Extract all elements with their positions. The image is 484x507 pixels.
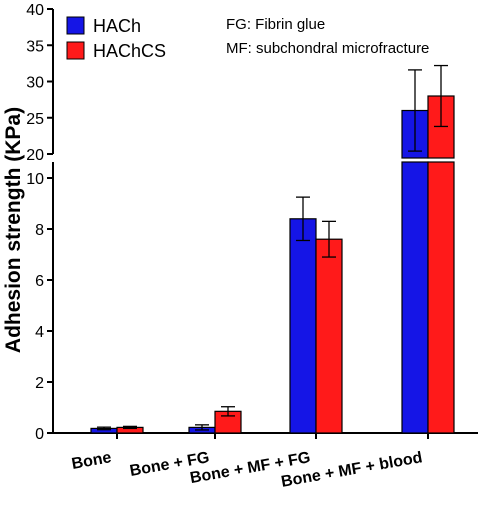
y-tick-label-6: 6: [35, 273, 44, 290]
legend: HACh HAChCS: [66, 16, 166, 61]
y-axis-title: Adhesion strength (KPa): [2, 107, 25, 353]
bar-hach-3-lower: [401, 161, 429, 434]
bar-hach-2: [289, 218, 317, 434]
y-tick-label-2: 2: [35, 375, 44, 392]
y-tick-label-25: 25: [26, 111, 44, 128]
y-tick-label-40: 40: [26, 2, 44, 19]
y-tick-label-8: 8: [35, 222, 44, 239]
y-ticks: 0 2 4 6 8 10 20 25 30 35 40: [26, 2, 53, 443]
y-tick-label-10: 10: [26, 171, 44, 188]
bars: [90, 95, 455, 434]
bar-hachcs-3-lower: [427, 161, 455, 434]
legend-swatch-hachcs: [66, 41, 85, 60]
annotation-mf: MF: subchondral microfracture: [226, 40, 429, 57]
y-tick-label-30: 30: [26, 75, 44, 92]
x-category-label-0: Bone: [70, 449, 112, 473]
error-bars: [97, 64, 448, 431]
legend-label-hachcs: HAChCS: [93, 41, 166, 61]
y-tick-label-0: 0: [35, 426, 44, 443]
y-tick-label-4: 4: [35, 324, 44, 341]
bar-hachcs-2: [315, 238, 343, 434]
legend-swatch-hach: [66, 16, 85, 35]
y-tick-label-20: 20: [26, 147, 44, 164]
annotation-fg: FG: Fibrin glue: [226, 16, 325, 33]
legend-label-hach: HACh: [93, 16, 141, 36]
y-tick-label-35: 35: [26, 38, 44, 55]
